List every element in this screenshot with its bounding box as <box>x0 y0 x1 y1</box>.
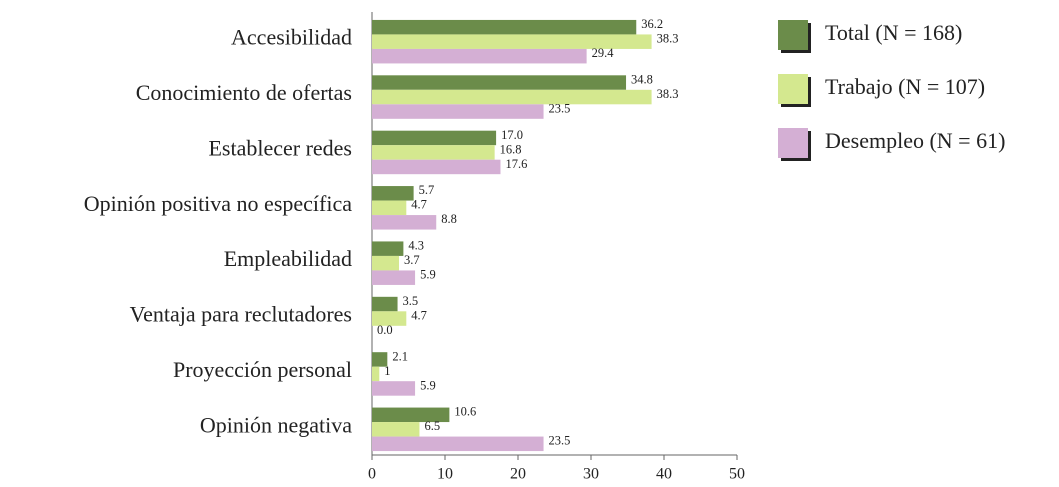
bar <box>372 89 652 105</box>
bar <box>372 145 495 160</box>
value-label: 0.0 <box>377 323 393 337</box>
value-label: 16.8 <box>500 142 522 156</box>
bar <box>372 215 437 230</box>
bar <box>372 75 627 90</box>
x-tick-label: 20 <box>510 466 526 483</box>
x-tick-label: 40 <box>656 466 672 483</box>
value-label: 36.2 <box>641 17 663 31</box>
bar <box>372 296 398 312</box>
value-label: 4.7 <box>411 308 427 322</box>
x-tick-label: 10 <box>437 466 453 483</box>
value-label: 3.7 <box>404 253 420 267</box>
category-label: Opinión negativa <box>200 412 352 437</box>
value-label: 5.9 <box>420 268 436 282</box>
value-label: 17.0 <box>501 128 523 142</box>
bar <box>372 241 404 256</box>
value-label: 3.5 <box>403 294 419 308</box>
value-label: 4.3 <box>408 239 424 253</box>
legend-swatch <box>778 128 808 158</box>
bar <box>372 200 407 216</box>
value-label: 34.8 <box>631 72 653 86</box>
value-label: 8.8 <box>441 212 457 226</box>
legend-label: Trabajo (N = 107) <box>825 74 985 99</box>
x-tick-label: 0 <box>368 466 376 483</box>
x-tick-label: 50 <box>729 466 745 483</box>
bar <box>372 19 637 35</box>
category-label: Empleabilidad <box>224 246 352 271</box>
bar <box>372 422 420 437</box>
bar <box>372 436 544 452</box>
bar <box>372 381 416 396</box>
value-label: 2.1 <box>392 349 408 363</box>
category-label: Ventaja para reclutadores <box>130 302 352 327</box>
bar <box>372 270 416 285</box>
value-label: 6.5 <box>424 419 440 433</box>
value-label: 38.3 <box>657 87 679 101</box>
category-label: Proyección personal <box>173 357 352 382</box>
value-label: 23.5 <box>549 101 571 115</box>
bar <box>372 104 544 119</box>
bar <box>372 48 587 64</box>
bar <box>372 159 501 175</box>
x-tick-label: 30 <box>583 466 599 483</box>
value-label: 17.6 <box>505 157 527 171</box>
value-label: 5.7 <box>419 183 435 197</box>
value-label: 38.3 <box>657 32 679 46</box>
bar <box>372 352 388 367</box>
category-label: Opinión positiva no específica <box>84 191 352 216</box>
bar <box>372 407 450 423</box>
value-label: 23.5 <box>549 434 571 448</box>
value-label: 1 <box>384 364 390 378</box>
legend-swatch <box>778 74 808 104</box>
bar <box>372 34 652 49</box>
legend-swatch <box>778 20 808 50</box>
value-label: 10.6 <box>454 405 476 419</box>
legend-label: Total (N = 168) <box>825 20 962 45</box>
value-label: 5.9 <box>420 378 436 392</box>
bar <box>372 130 497 146</box>
bar <box>372 255 400 271</box>
value-label: 29.4 <box>592 46 615 60</box>
bar <box>372 366 380 382</box>
category-label: Accesibilidad <box>231 25 352 50</box>
category-label: Conocimiento de ofertas <box>136 80 352 105</box>
legend-label: Desempleo (N = 61) <box>825 128 1005 153</box>
bar <box>372 311 407 326</box>
category-label: Establecer redes <box>208 135 352 160</box>
bar <box>372 186 414 201</box>
value-label: 4.7 <box>411 198 427 212</box>
